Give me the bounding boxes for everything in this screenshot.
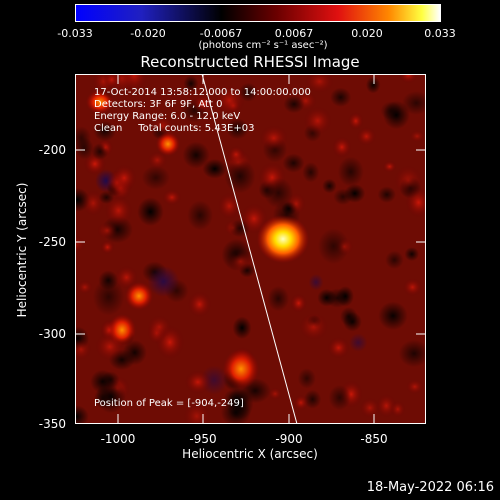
colorbar-tick: 0.033	[424, 27, 456, 40]
image-plot	[75, 74, 426, 424]
solar-limb	[201, 74, 298, 424]
y-tick-label: -300	[38, 327, 66, 341]
axis-ticks	[75, 74, 426, 424]
x-tick-label: -850	[360, 432, 388, 446]
colorbar	[75, 4, 441, 22]
solar-image	[75, 74, 426, 424]
x-tick-label: -900	[275, 432, 303, 446]
info-clean-counts: Clean Total counts: 5.43E+03	[94, 123, 255, 134]
colorbar-tick: -0.033	[57, 27, 93, 40]
colorbar-unit: (photons cm⁻² s⁻¹ asec⁻²)	[198, 40, 328, 51]
info-energy-range: Energy Range: 6.0 - 12.0 keV	[94, 111, 241, 122]
footer-date: 18-May-2022 06:16	[366, 480, 494, 495]
colorbar-tick: 0.0067	[274, 27, 314, 40]
image-title: Reconstructed RHESSI Image	[140, 53, 360, 71]
info-time-range: 17-Oct-2014 13:58:12.000 to 14:00:00.000	[94, 87, 311, 98]
y-tick-label: -350	[38, 417, 66, 431]
x-tick-label: -1000	[100, 432, 136, 446]
colorbar-gradient	[76, 5, 440, 21]
image-texture	[75, 74, 426, 424]
x-axis-label: Heliocentric X (arcsec)	[182, 447, 318, 461]
peak-position: Position of Peak = [-904,-249]	[94, 398, 244, 409]
x-tick-label: -950	[189, 432, 217, 446]
y-axis-label: Heliocentric Y (arcsec)	[15, 182, 29, 318]
colorbar-tick: -0.0067	[199, 27, 243, 40]
info-detectors: Detectors: 3F 6F 9F, Att 0	[94, 99, 223, 110]
y-tick-label: -250	[38, 235, 66, 249]
y-tick-label: -200	[38, 143, 66, 157]
colorbar-tick: 0.020	[351, 27, 383, 40]
colorbar-tick: -0.020	[130, 27, 166, 40]
bright-sources	[86, 90, 309, 389]
